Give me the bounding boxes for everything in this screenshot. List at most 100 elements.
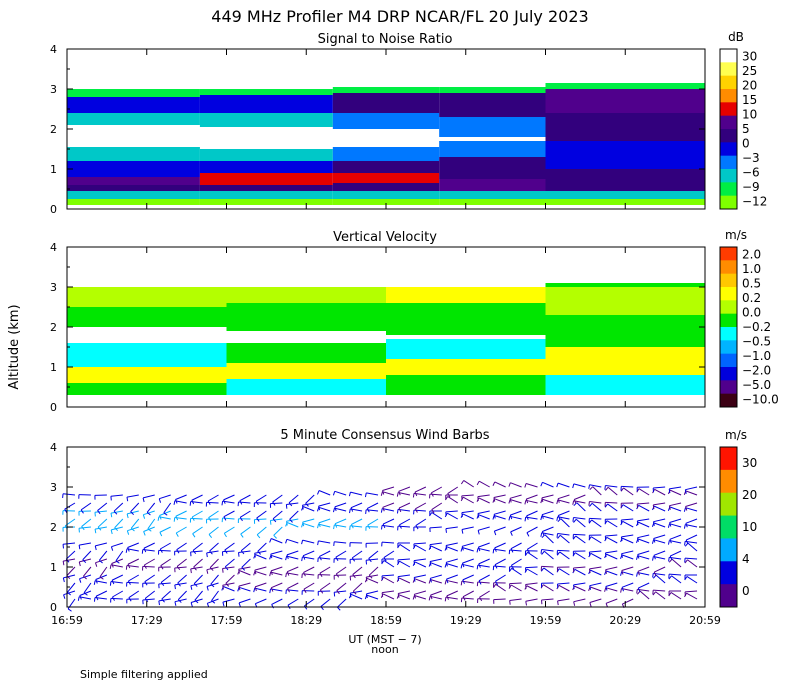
wind-barb [463, 480, 474, 488]
wind-barb [238, 598, 251, 604]
wind-barb-flag [239, 500, 243, 505]
wind-barb-flag [477, 513, 480, 518]
wind-barb-flag [573, 584, 575, 590]
heat-cell [439, 93, 546, 117]
wind-barb-flag [636, 520, 639, 526]
heat-cell [386, 303, 546, 335]
wind-barb-flag [588, 519, 593, 524]
colorbar-swatch [720, 75, 737, 90]
wind-barb [445, 579, 458, 584]
heat-cell [545, 169, 705, 191]
wind-barb-flag [190, 568, 192, 574]
wind-barb-flag [540, 532, 543, 537]
wind-barb-flag [526, 532, 530, 537]
wind-barb-flag [652, 556, 654, 561]
wind-barb [223, 494, 235, 501]
wind-barb [270, 554, 283, 560]
wind-barb-flag [573, 518, 577, 523]
wind-barb-flag [269, 571, 272, 577]
wind-barb [478, 497, 490, 504]
snr-y-axis: 0 1 2 3 4 [50, 43, 705, 216]
wind-barb [510, 526, 522, 533]
wind-barb [193, 574, 203, 584]
wind-barb [337, 598, 347, 608]
x-tick-label: 19:59 [530, 614, 562, 627]
wind-barb-flag [445, 496, 449, 501]
wind-barb [382, 508, 395, 512]
wind-barb [367, 518, 379, 526]
y-tick-label: 3 [50, 281, 57, 294]
y-tick-label: 3 [50, 83, 57, 96]
wind-barb-flag [428, 579, 431, 584]
wind-barb [541, 565, 554, 568]
wind-barb [494, 558, 506, 566]
wind-barb-flag [316, 507, 320, 512]
wind-barb-flag [160, 565, 164, 570]
wind-barb [462, 496, 474, 504]
wind-barb [381, 574, 395, 577]
wind-barb-flag [396, 492, 399, 497]
wind-barb [605, 570, 618, 576]
heat-cell [67, 177, 200, 185]
heat-cell [67, 185, 200, 191]
wind-barb [115, 550, 124, 562]
wind-barb-flag [349, 592, 352, 598]
wind-barb [589, 550, 602, 553]
wind-barb-flag [211, 600, 216, 604]
heat-cell [439, 117, 546, 137]
wind-barb [272, 494, 283, 503]
colorbar-swatch [720, 287, 737, 301]
wind-barb-flag [221, 501, 224, 506]
wind-barb [573, 533, 586, 536]
colorbar-frame [719, 446, 738, 608]
wind-barb [334, 590, 347, 593]
heat-cell [545, 89, 705, 113]
wind-barb [605, 550, 618, 554]
wind-barb [461, 526, 474, 530]
wind-barb [272, 510, 283, 520]
wind-barb-flag [273, 534, 277, 539]
wind-barb [190, 566, 203, 570]
wind-barb-flag [477, 530, 480, 535]
y-tick-label: 4 [50, 241, 57, 254]
wind-barb-flag [336, 590, 340, 595]
wind-barb-flag [285, 539, 288, 544]
wind-barb-flag [238, 602, 241, 608]
wind-barb [160, 542, 171, 550]
wind-barb-flag [476, 548, 479, 553]
wind-barb [655, 591, 666, 600]
wind-barb-flag [224, 549, 228, 554]
wind-barb [431, 502, 443, 510]
wind-barb-flag [556, 533, 559, 538]
wind-barb [495, 583, 506, 592]
figure-title: 449 MHz Profiler M4 DRP NCAR/FL 20 July … [211, 7, 588, 26]
wind-barb-flag [684, 559, 688, 564]
wind-barb-flag [556, 551, 561, 556]
wind-barb-flag [174, 584, 176, 590]
wind-barb-flag [460, 564, 463, 569]
wind-barb-flag [222, 601, 225, 607]
wind-barb [607, 486, 618, 496]
heat-cell [199, 191, 333, 199]
wind-barb [366, 492, 379, 496]
wind-barb-flag [477, 546, 481, 552]
wind-barb-flag [141, 549, 144, 554]
wind-barb-flag [269, 588, 271, 594]
wind-barb [541, 549, 554, 552]
snr-panel-title: Signal to Noise Ratio [318, 32, 453, 47]
wind-barb-flag [683, 507, 686, 512]
colorbar-swatch [720, 195, 737, 210]
wind-barb [302, 518, 315, 523]
wind-barb [302, 502, 315, 506]
wind-barb [414, 595, 427, 600]
wind-barb-flag [604, 485, 606, 490]
wind-barb-flag [78, 544, 81, 550]
wind-barb-flag [253, 587, 256, 593]
wind-barb-flag [510, 565, 515, 570]
wind-barb-flag [447, 493, 451, 498]
wind-barb [174, 598, 187, 603]
wind-barb-flag [510, 531, 513, 536]
colorbar-label: −1.0 [742, 349, 771, 363]
wind-barb-flag [478, 580, 482, 585]
wind-barb [318, 502, 331, 507]
